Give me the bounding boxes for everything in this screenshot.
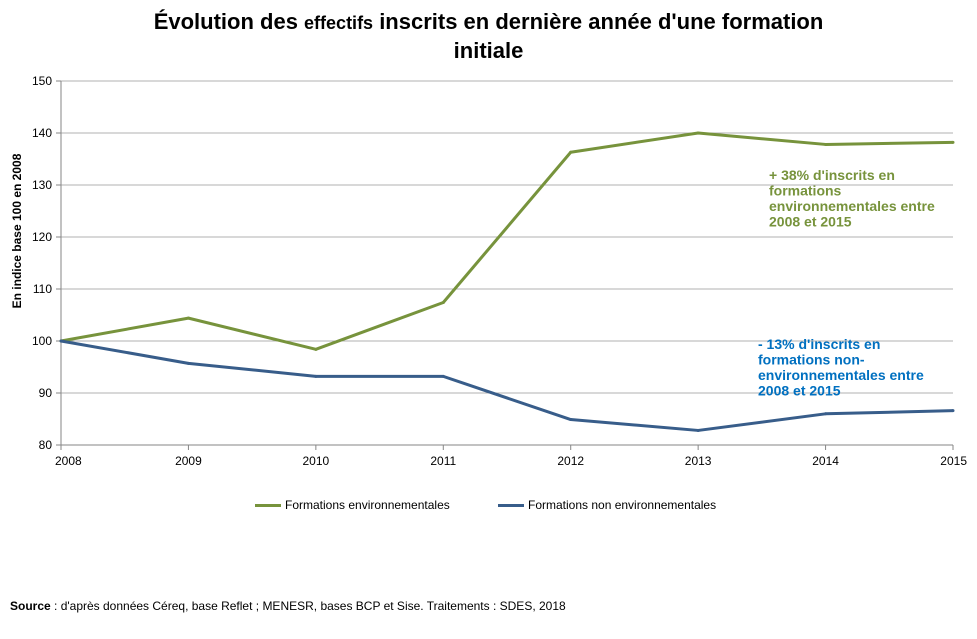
- x-tick-label: 2012: [557, 454, 584, 468]
- data-point: [951, 140, 955, 144]
- source-label: Source: [10, 599, 51, 613]
- series-line-non-environmental: [60, 339, 954, 432]
- title-line2: initiale: [453, 38, 524, 63]
- x-tick-label: 2008: [55, 454, 82, 468]
- data-point: [824, 412, 828, 416]
- x-tick-label: 2009: [175, 454, 202, 468]
- chart-title: Évolution des effectifs inscrits en dern…: [0, 8, 977, 64]
- legend-item-environmental: Formations environnementales: [255, 498, 450, 512]
- data-point: [186, 361, 190, 365]
- annotation-line: - 13% d'inscrits en: [758, 336, 880, 352]
- annotation-line: 2008 et 2015: [769, 214, 852, 230]
- series-line-environmental: [60, 131, 954, 351]
- y-tick-label: 140: [32, 126, 52, 140]
- title-part3: inscrits en dernière année d'une formati…: [373, 9, 824, 34]
- legend-item-non-environmental: Formations non environnementales: [498, 498, 716, 512]
- legend-label-environmental: Formations environnementales: [285, 498, 450, 512]
- y-tick-labels: 80 90 100 110 120 130 140 150: [32, 74, 52, 452]
- source-note: Source : d'après données Céreq, base Ref…: [10, 599, 566, 613]
- annotation-line: environnementales entre: [758, 367, 924, 383]
- annotation-line: environnementales entre: [769, 198, 935, 214]
- y-tick-label: 100: [32, 334, 52, 348]
- annotation-line: formations: [769, 183, 842, 199]
- y-tick-label: 110: [33, 282, 52, 296]
- data-point: [569, 418, 573, 422]
- x-tick-label: 2014: [812, 454, 839, 468]
- y-axis-label: En indice base 100 en 2008: [10, 153, 24, 308]
- data-point: [569, 150, 573, 154]
- y-tick-label: 130: [32, 178, 52, 192]
- y-tick-label: 120: [32, 230, 52, 244]
- axes: [56, 80, 954, 450]
- legend-swatch-environmental: [255, 503, 281, 507]
- source-text: : d'après données Céreq, base Reflet ; M…: [50, 599, 566, 613]
- legend-label-non-environmental: Formations non environnementales: [528, 498, 717, 512]
- title-part2: effectifs: [304, 13, 374, 33]
- y-tick-label: 150: [32, 74, 52, 88]
- x-tick-label: 2010: [303, 454, 330, 468]
- data-point: [696, 131, 700, 135]
- data-point: [186, 316, 190, 320]
- legend-swatch-non-environmental: [498, 503, 524, 507]
- data-point: [441, 374, 445, 378]
- data-point: [951, 409, 955, 413]
- annotations: + 38% d'inscrits enformationsenvironneme…: [758, 167, 935, 399]
- data-point: [824, 142, 828, 146]
- x-tick-label: 2013: [685, 454, 712, 468]
- series-lines: [59, 131, 955, 432]
- data-point: [59, 339, 63, 343]
- annotation-line: 2008 et 2015: [758, 383, 841, 399]
- x-tick-label: 2015: [940, 454, 967, 468]
- y-tick-label: 90: [39, 386, 53, 400]
- data-point: [314, 374, 318, 378]
- title-part1: Évolution des: [153, 9, 305, 34]
- annotation-environmental: + 38% d'inscrits enformationsenvironneme…: [769, 167, 935, 230]
- grid: [61, 80, 953, 394]
- y-tick-label: 80: [39, 438, 53, 452]
- annotation-line: formations non-: [758, 352, 865, 368]
- data-point: [696, 428, 700, 432]
- data-point: [441, 301, 445, 305]
- data-point: [314, 347, 318, 351]
- x-tick-labels: 2008 2009 2010 2011 2012 2013 2014 2015: [55, 454, 967, 468]
- annotation-line: + 38% d'inscrits en: [769, 167, 895, 183]
- x-tick-label: 2011: [430, 454, 456, 468]
